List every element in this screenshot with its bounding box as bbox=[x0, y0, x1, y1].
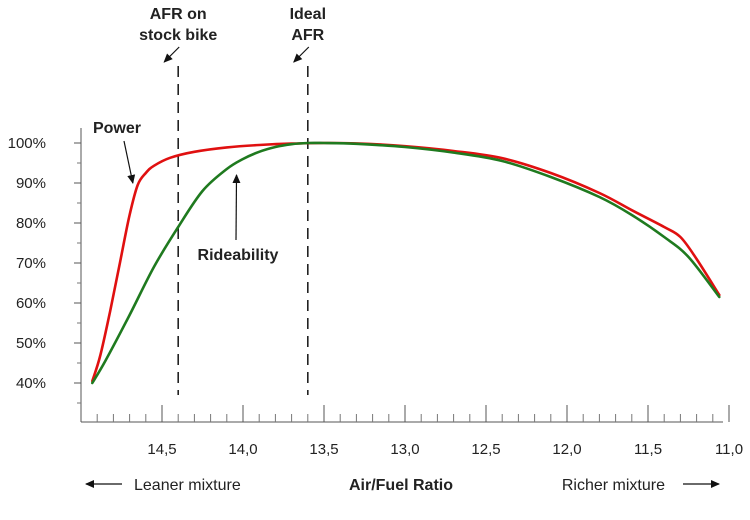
power-annotation-label: Power bbox=[93, 120, 141, 137]
reference-lines: AFR on stock bike Ideal AFR bbox=[139, 6, 326, 395]
reference-line-label: AFR on bbox=[150, 6, 207, 23]
x-tick-label: 13,0 bbox=[390, 441, 419, 458]
bottom-labels: Leaner mixture Air/Fuel Ratio Richer mix… bbox=[85, 477, 720, 494]
y-ticks: 40% 50% 60% 70% 80% 90% 100% bbox=[8, 135, 81, 404]
reference-line-label: Ideal bbox=[290, 6, 326, 23]
axes bbox=[80, 128, 723, 423]
rideability-series-line bbox=[91, 141, 721, 385]
x-axis-title: Air/Fuel Ratio bbox=[349, 477, 453, 494]
series-group bbox=[91, 141, 721, 385]
power-annotation-arrow bbox=[123, 140, 136, 184]
richer-mixture-label: Richer mixture bbox=[562, 477, 665, 494]
y-tick-label: 60% bbox=[16, 295, 46, 312]
x-tick-label: 12,5 bbox=[471, 441, 500, 458]
x-tick-label: 11,5 bbox=[634, 441, 662, 458]
reference-line-label: AFR bbox=[291, 27, 324, 44]
rideability-annotation-label: Rideability bbox=[198, 247, 279, 264]
y-tick-label: 80% bbox=[16, 215, 46, 232]
y-tick-label: 40% bbox=[16, 375, 46, 392]
x-minor-ticks bbox=[96, 414, 714, 422]
y-tick-label: 50% bbox=[16, 335, 46, 352]
x-tick-label: 12,0 bbox=[552, 441, 581, 458]
y-tick-label: 100% bbox=[8, 135, 46, 152]
x-tick-label: 14,0 bbox=[228, 441, 257, 458]
reference-line-label: stock bike bbox=[139, 27, 217, 44]
rideability-annotation-arrow bbox=[232, 174, 241, 241]
x-tick-label: 14,5 bbox=[147, 441, 176, 458]
leaner-mixture-label: Leaner mixture bbox=[134, 477, 241, 494]
x-ticks: 14,5 14,0 13,5 13,0 12,5 12,0 11,5 11,0 bbox=[147, 405, 743, 458]
power-series-line bbox=[91, 141, 721, 383]
x-tick-label: 13,5 bbox=[309, 441, 338, 458]
annotations: Power Rideability bbox=[93, 120, 279, 264]
reference-label-arrow bbox=[293, 46, 310, 63]
reference-label-arrow bbox=[163, 46, 180, 63]
y-tick-label: 90% bbox=[16, 175, 46, 192]
x-tick-label: 11,0 bbox=[715, 441, 743, 458]
y-tick-label: 70% bbox=[16, 255, 46, 272]
